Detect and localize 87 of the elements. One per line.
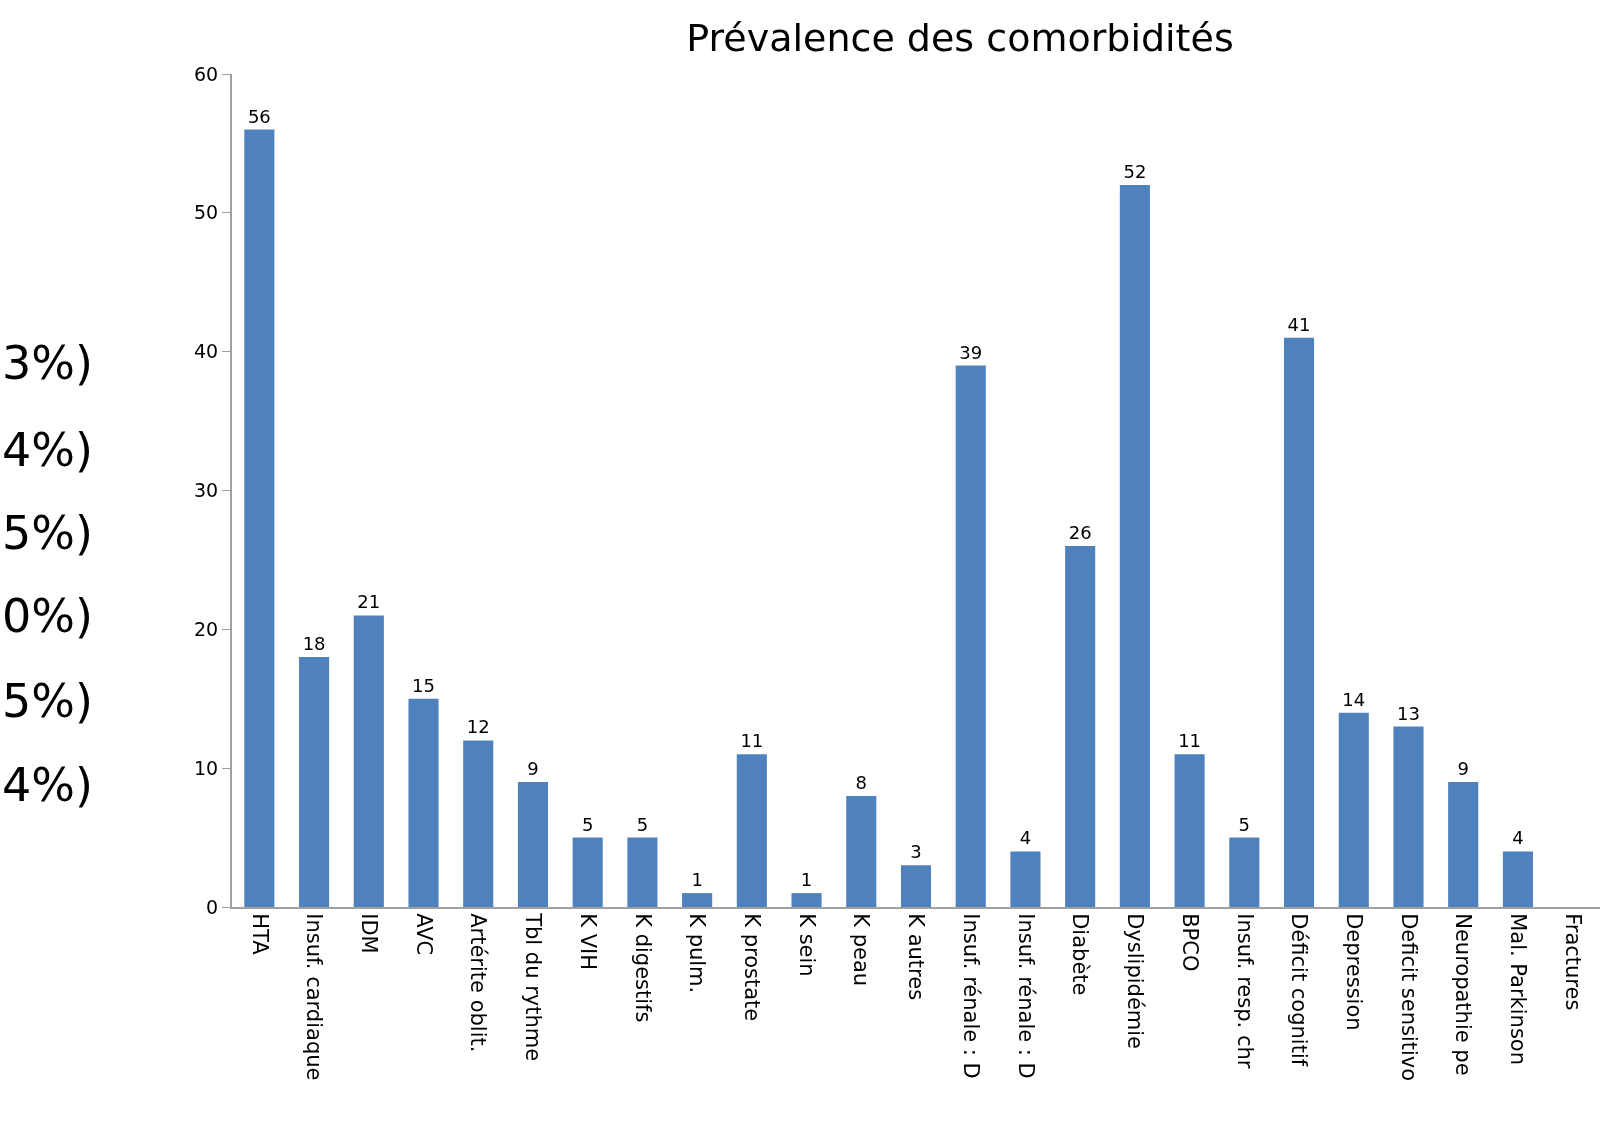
bar — [408, 698, 439, 907]
data-label: 4 — [1019, 827, 1032, 849]
data-label: 5 — [636, 813, 649, 835]
x-tick-label: Déficit cognitif — [1287, 913, 1312, 1067]
x-tick-label: Insuf. cardiaque — [302, 913, 327, 1081]
text: 0%) — [2, 589, 93, 643]
data-label: 3 — [910, 841, 922, 863]
x-tick-label: Depression — [1341, 913, 1366, 1031]
data-label: 9 — [527, 758, 539, 780]
x-tick-label: AVC — [411, 913, 436, 956]
x-tick-label: K autres — [904, 913, 929, 1001]
x-tick-label: Deficit sensitivo — [1396, 913, 1421, 1082]
y-tick-label: 0 — [206, 895, 219, 918]
bar — [299, 657, 330, 907]
data-label: 1 — [691, 869, 703, 891]
data-label: 11 — [740, 730, 764, 752]
bar — [791, 893, 822, 907]
text: 3%) — [2, 336, 93, 390]
data-label: 1 — [800, 869, 813, 891]
data-label: 18 — [302, 633, 326, 655]
data-label: 15 — [412, 674, 435, 696]
bar — [463, 740, 494, 907]
bar — [627, 837, 658, 907]
bar — [900, 865, 932, 907]
data-label: 5 — [581, 813, 594, 835]
chart-title: Prévalence des comorbidités — [686, 16, 1234, 61]
x-tick-label: K sein — [794, 913, 819, 977]
x-tick-label: Insuf. rénale : D — [1013, 913, 1038, 1079]
x-tick-label: IDM — [356, 913, 381, 954]
bar — [1229, 837, 1260, 907]
y-tick-label: 30 — [194, 479, 219, 502]
x-tick-label: HTA — [247, 913, 272, 956]
text: 4%) — [2, 758, 93, 812]
bar — [353, 615, 384, 907]
bar — [955, 365, 986, 907]
x-tick-label: Diabète — [1068, 913, 1093, 996]
data-label: 56 — [247, 105, 271, 127]
bar — [682, 893, 713, 907]
data-label: 26 — [1068, 522, 1092, 544]
data-label: 5 — [1238, 813, 1251, 835]
bar — [1283, 337, 1315, 907]
x-tick-label: Tbl du rythme — [521, 912, 546, 1062]
x-tick-label: Dyslipidémie — [1123, 913, 1148, 1050]
x-tick-label: Insuf. resp. chr — [1232, 913, 1257, 1069]
bar — [1065, 546, 1096, 907]
bar — [244, 129, 275, 907]
data-label: 21 — [357, 591, 381, 613]
x-tick-label: K peau — [849, 913, 874, 987]
data-label: 14 — [1342, 688, 1366, 710]
data-label: 52 — [1123, 161, 1147, 183]
bar — [517, 782, 549, 907]
data-label: 4 — [1512, 827, 1524, 849]
bar — [1338, 712, 1369, 907]
data-label: 39 — [959, 341, 983, 363]
bar — [1174, 754, 1205, 907]
bar — [1393, 726, 1424, 907]
text: 5%) — [2, 674, 93, 728]
x-tick-label: BPCO — [1177, 913, 1202, 972]
data-label: 9 — [1457, 758, 1469, 780]
bar — [736, 754, 767, 907]
y-tick-label: 60 — [194, 62, 219, 85]
y-tick-label: 50 — [194, 201, 219, 224]
data-label: 41 — [1287, 313, 1311, 335]
x-tick-label: Fractures — [1560, 913, 1585, 1011]
x-tick-label: Artérite oblit. — [466, 913, 491, 1053]
y-tick-label: 10 — [194, 756, 219, 779]
bar — [1448, 782, 1479, 907]
bar — [1502, 851, 1533, 907]
bar — [846, 795, 877, 907]
x-tick-label: K pulm. — [685, 913, 710, 994]
text: 5%) — [2, 506, 93, 560]
x-tick-label: K digestifs — [630, 913, 655, 1023]
x-tick-label: Neuropathie pe — [1451, 913, 1476, 1076]
data-label: 8 — [855, 771, 868, 793]
data-label: 13 — [1397, 702, 1420, 724]
data-label: 12 — [466, 716, 490, 738]
x-tick-label: Mal. Parkinson — [1506, 913, 1531, 1066]
text: 4%) — [2, 423, 93, 477]
y-tick-label: 20 — [194, 617, 219, 640]
bar — [1119, 185, 1150, 907]
y-tick-label: 40 — [194, 340, 219, 363]
x-tick-label: K VIH — [575, 913, 600, 970]
bar — [1010, 851, 1041, 907]
x-tick-label: Insuf. rénale : D — [958, 913, 983, 1079]
data-label: 11 — [1178, 730, 1202, 752]
bar — [572, 837, 603, 907]
x-tick-label: K prostate — [740, 913, 765, 1022]
